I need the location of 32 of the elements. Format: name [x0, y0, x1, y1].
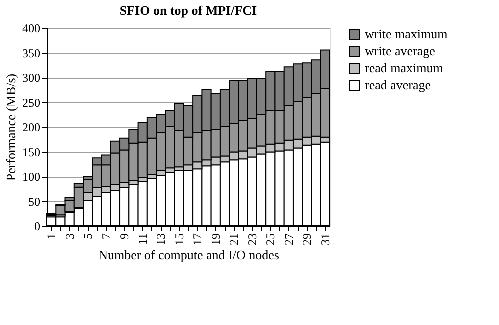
x-tick-label: 31: [318, 234, 332, 246]
y-tick-label: 50: [28, 194, 40, 209]
x-tick-label: 17: [190, 234, 205, 246]
x-axis-title: Number of compute and I/O nodes: [98, 248, 280, 262]
x-tick-label: 13: [154, 234, 168, 246]
chart-title: SFIO on top of MPI/FCI: [120, 3, 258, 18]
x-tick-label: 15: [172, 234, 186, 246]
x-tick-label: 29: [300, 234, 314, 246]
x-tick-label: 25: [264, 234, 278, 246]
x-tick-label: 11: [136, 234, 150, 246]
y-tick-label: 0: [34, 220, 40, 234]
y-tick-label: 150: [22, 145, 40, 160]
x-tick-label: 5: [81, 234, 96, 240]
x-tick-label: 9: [118, 234, 132, 240]
y-tick-label: 250: [22, 96, 40, 110]
x-tick-label: 1: [44, 234, 59, 240]
legend-label: read average: [365, 78, 432, 92]
y-tick-label: 100: [22, 170, 40, 184]
legend-label: write maximum: [365, 26, 448, 42]
x-tick-label: 21: [227, 234, 242, 246]
y-tick-label: 400: [22, 22, 40, 36]
y-tick-label: 200: [22, 120, 40, 134]
x-tick-label: 23: [245, 234, 260, 246]
y-tick-label: 350: [22, 46, 40, 60]
legend-label: write average: [365, 44, 436, 58]
legend-label: read maximum: [365, 60, 444, 76]
y-axis-title: Performance (MB/s): [4, 74, 18, 182]
x-tick-label: 3: [62, 234, 77, 240]
x-tick-label: 27: [282, 234, 296, 246]
y-tick-label: 300: [22, 71, 40, 85]
x-tick-label: 7: [99, 234, 114, 240]
x-tick-label: 19: [208, 234, 223, 246]
